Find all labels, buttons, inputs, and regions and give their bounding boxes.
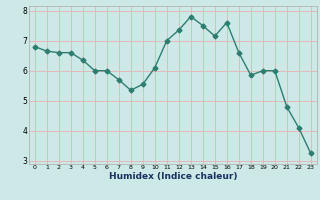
X-axis label: Humidex (Indice chaleur): Humidex (Indice chaleur) xyxy=(108,172,237,181)
